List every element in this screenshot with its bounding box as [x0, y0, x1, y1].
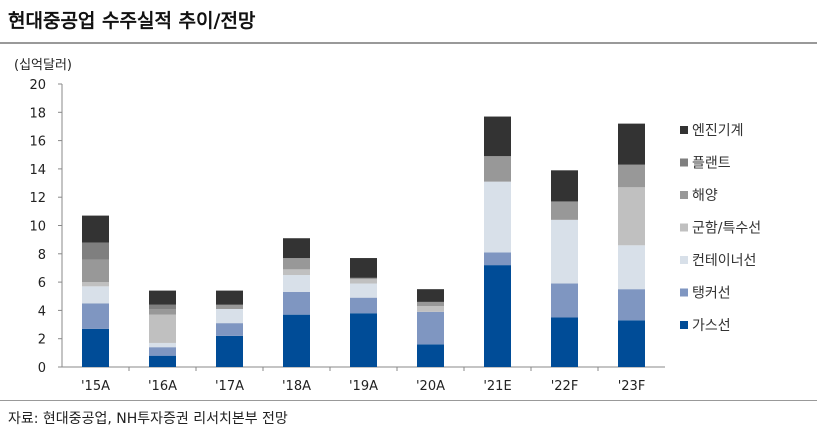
- x-tick-label: '16A: [148, 379, 177, 394]
- y-tick-label: 12: [29, 191, 46, 206]
- bar-segment: [618, 187, 645, 246]
- bar-segment: [417, 311, 444, 345]
- y-tick-label: 0: [38, 361, 46, 376]
- x-tick-label: '15A: [81, 379, 110, 394]
- legend-swatch: [680, 126, 688, 134]
- bar-segment: [283, 269, 310, 276]
- x-tick-label: '19A: [349, 379, 378, 394]
- legend-label: 군함/특수선: [692, 221, 761, 237]
- x-tick-label: '20A: [416, 379, 445, 394]
- bar-segment: [350, 258, 377, 278]
- bar-segment: [283, 238, 310, 259]
- bar-segment: [484, 156, 511, 182]
- bar-segment: [417, 289, 444, 302]
- bar-segment: [149, 290, 176, 305]
- bar-segment: [216, 323, 243, 336]
- legend-swatch: [680, 321, 688, 329]
- bar-segment: [82, 215, 109, 243]
- x-tick-label: '22F: [551, 379, 579, 394]
- bar-segment: [82, 328, 109, 367]
- bar-segment: [149, 342, 176, 348]
- bar-segment: [618, 245, 645, 290]
- bar-segment: [82, 286, 109, 304]
- bar-segment: [350, 313, 377, 367]
- legend-swatch: [680, 158, 688, 167]
- title-divider: [0, 42, 817, 44]
- bar-segment: [82, 242, 109, 260]
- legend-label: 탱커선: [692, 286, 731, 302]
- bar-segment: [484, 252, 511, 266]
- bar-segment: [82, 282, 109, 287]
- bar-segment: [551, 317, 578, 367]
- x-tick-label: '21E: [483, 379, 511, 394]
- bar-segment: [551, 170, 578, 202]
- bar-segment: [216, 335, 243, 367]
- legend-swatch: [680, 223, 688, 232]
- y-tick-label: 8: [38, 248, 46, 263]
- bar-segment: [149, 347, 176, 356]
- bar-segment: [216, 308, 243, 324]
- bar-segment: [283, 292, 310, 315]
- bar-segment: [484, 265, 511, 367]
- bar-segment: [417, 301, 444, 307]
- x-tick-label: '18A: [282, 379, 311, 394]
- y-tick-label: 2: [38, 333, 46, 348]
- y-axis-unit-label: (십억달러): [14, 58, 72, 73]
- bottom-divider: [0, 400, 817, 401]
- x-tick-label: '17A: [215, 379, 244, 394]
- legend-label: 플랜트: [692, 156, 731, 172]
- bar-segment: [484, 181, 511, 253]
- legend-swatch: [680, 191, 688, 199]
- bar-segment: [216, 304, 243, 309]
- bar-segment: [350, 279, 377, 284]
- bar-segment: [551, 283, 578, 318]
- bar-segment: [216, 290, 243, 305]
- bar-segment: [149, 314, 176, 343]
- bar-segment: [350, 297, 377, 314]
- bar-segment: [82, 259, 109, 283]
- bar-segment: [82, 303, 109, 329]
- bar-segment: [618, 320, 645, 367]
- legend-label: 엔진기계: [692, 123, 744, 139]
- bar-segment: [149, 304, 176, 309]
- legend-swatch: [680, 256, 688, 264]
- bar-segment: [417, 344, 444, 367]
- bar-segment: [484, 116, 511, 157]
- bar-segment: [618, 289, 645, 321]
- legend-label: 해양: [692, 188, 718, 204]
- bar-segment: [350, 277, 377, 280]
- y-tick-label: 6: [38, 276, 46, 291]
- legend-label: 가스선: [692, 318, 731, 334]
- legend-label: 컨테이너선: [692, 253, 756, 269]
- bar-segment: [149, 355, 176, 367]
- bar-segment: [417, 306, 444, 312]
- chart-title: 현대중공업 수주실적 추이/전망: [8, 10, 256, 32]
- y-tick-label: 10: [29, 220, 46, 235]
- bar-segment: [551, 201, 578, 220]
- y-tick-label: 20: [29, 78, 46, 93]
- bar-segment: [283, 275, 310, 293]
- bar-segment: [618, 123, 645, 165]
- bar-segment: [149, 308, 176, 315]
- y-tick-label: 4: [38, 304, 46, 319]
- bar-segment: [350, 283, 377, 298]
- source-note: 자료: 현대중공업, NH투자증권 리서치본부 전망: [8, 411, 288, 427]
- bar-segment: [283, 314, 310, 367]
- x-tick-label: '23F: [618, 379, 646, 394]
- legend-swatch: [680, 288, 688, 297]
- y-tick-label: 16: [29, 135, 46, 150]
- y-tick-label: 14: [29, 163, 46, 178]
- bar-segment: [283, 258, 310, 270]
- y-tick-label: 18: [29, 106, 46, 121]
- bar-segment: [551, 219, 578, 284]
- bar-segment: [618, 164, 645, 188]
